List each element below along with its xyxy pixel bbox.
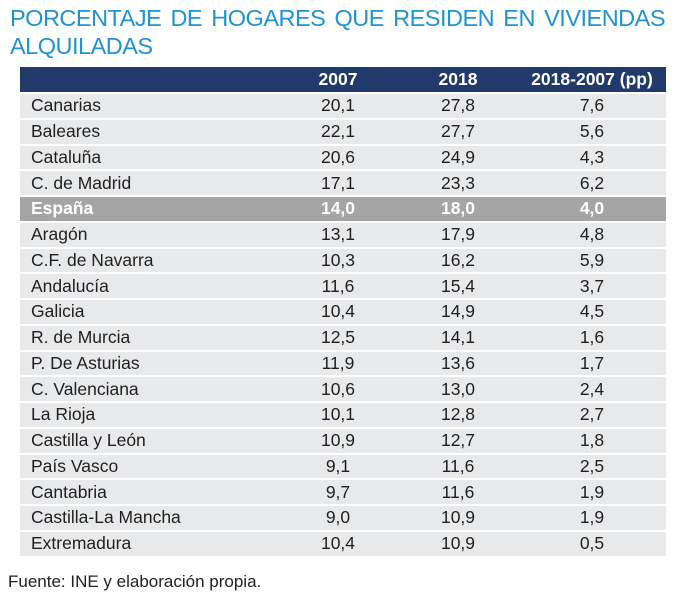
table-row: P. De Asturias 11,9 13,6 1,7 [20, 349, 666, 376]
table-row: Baleares 22,1 27,7 5,6 [20, 117, 666, 144]
cell-2007: 17,1 [320, 172, 356, 193]
cell-region: Castilla y León [31, 430, 146, 451]
table-row: Galicia 10,4 14,9 4,5 [20, 298, 666, 324]
cell-2018: 11,6 [441, 481, 475, 502]
cell-2007: 10,4 [320, 301, 356, 322]
table-row: Cantabria 9,7 11,6 1,9 [20, 478, 666, 504]
table-row: Cataluña 20,6 24,9 4,3 [20, 143, 666, 170]
cell-2007: 9,7 [325, 481, 351, 502]
cell-2007: 9,1 [325, 455, 351, 476]
column-header-2018: 2018 [438, 69, 478, 89]
column-header-region [20, 67, 278, 92]
table-row: Aragón 13,1 17,9 4,8 [20, 220, 666, 247]
cell-region: Canarias [31, 95, 102, 116]
cell-2018: 24,9 [440, 146, 476, 167]
cell-2007: 10,1 [320, 404, 356, 425]
chart-title: PORCENTAJE DE HOGARES QUE RESIDEN EN VIV… [10, 5, 666, 59]
cell-2007: 22,1 [320, 121, 356, 142]
table-row: Andalucía 11,6 15,4 3,7 [20, 272, 666, 298]
cell-2007: 11,9 [321, 352, 355, 373]
cell-2007: 9,0 [325, 507, 351, 528]
cell-2007: 13,1 [320, 224, 356, 245]
table-row: C. de Madrid 17,1 23,3 6,2 [20, 169, 666, 195]
cell-2007: 10,4 [320, 533, 356, 554]
table-row-highlighted: España 14,0 18,0 4,0 [20, 195, 666, 221]
cell-2018: 18,0 [440, 198, 476, 219]
source-note: Fuente: INE y elaboración propia. [8, 572, 262, 591]
cell-region: Cataluña [31, 146, 102, 167]
cell-2018: 14,1 [440, 327, 476, 348]
table-row: País Vasco 9,1 11,6 2,5 [20, 452, 666, 479]
cell-change-pp: 1,7 [579, 352, 605, 373]
cell-2018: 11,6 [441, 455, 475, 476]
cell-change-pp: 5,6 [579, 121, 605, 142]
cell-2018: 10,9 [440, 507, 476, 528]
cell-change-pp: 4,3 [579, 146, 605, 167]
cell-2007: 11,6 [321, 275, 355, 296]
cell-region: C. de Madrid [31, 172, 132, 193]
table-row: Castilla-La Mancha 9,0 10,9 1,9 [20, 504, 666, 530]
cell-change-pp: 1,6 [579, 327, 605, 348]
cell-region: Andalucía [31, 275, 109, 296]
table-row: Extremadura 10,4 10,9 0,5 [20, 529, 666, 556]
cell-2007: 20,6 [320, 146, 356, 167]
cell-2007: 10,9 [320, 430, 356, 451]
cell-change-pp: 4,0 [579, 198, 605, 219]
cell-region: Galicia [31, 301, 85, 322]
cell-2007: 20,1 [320, 95, 356, 116]
cell-change-pp: 0,5 [579, 533, 605, 554]
cell-region: Aragón [31, 224, 88, 245]
table-row: C. Valenciana 10,6 13,0 2,4 [20, 375, 666, 401]
cell-2018: 12,7 [440, 430, 476, 451]
cell-region: País Vasco [31, 455, 119, 476]
cell-2018: 27,7 [440, 121, 476, 142]
table-row: Canarias 20,1 27,8 7,6 [20, 92, 666, 118]
cell-region: R. de Murcia [31, 327, 131, 348]
cell-2018: 23,3 [440, 172, 476, 193]
cell-region: Castilla-La Mancha [31, 507, 181, 528]
table-header-row: 2007 2018 2018-2007 (pp) [20, 67, 666, 92]
table-row: Castilla y León 10,9 12,7 1,8 [20, 426, 666, 453]
cell-region: La Rioja [31, 404, 96, 425]
cell-change-pp: 4,5 [579, 301, 605, 322]
cell-2018: 16,2 [440, 249, 476, 270]
cell-2007: 12,5 [320, 327, 356, 348]
cell-2007: 10,6 [320, 378, 356, 399]
cell-change-pp: 1,9 [579, 481, 605, 502]
cell-change-pp: 1,9 [579, 507, 605, 528]
cell-change-pp: 2,7 [579, 404, 605, 425]
cell-region: P. De Asturias [31, 352, 140, 373]
cell-2018: 17,9 [440, 224, 476, 245]
data-table: 2007 2018 2018-2007 (pp) Canarias 20,1 27,8 7… [20, 67, 666, 556]
cell-region: Extremadura [31, 533, 132, 554]
cell-change-pp: 3,7 [579, 275, 605, 296]
cell-2018: 13,0 [440, 378, 476, 399]
cell-change-pp: 4,8 [579, 224, 605, 245]
cell-2018: 15,4 [440, 275, 476, 296]
cell-region: Cantabria [31, 481, 107, 502]
cell-2007: 14,0 [320, 198, 356, 219]
cell-change-pp: 6,2 [579, 172, 605, 193]
cell-change-pp: 2,4 [579, 378, 605, 399]
column-header-change-pp: 2018-2007 (pp) [531, 69, 653, 89]
cell-2018: 10,9 [440, 533, 476, 554]
cell-region: C. Valenciana [31, 378, 139, 399]
cell-2007: 10,3 [320, 249, 356, 270]
table-row: La Rioja 10,1 12,8 2,7 [20, 401, 666, 427]
cell-change-pp: 1,8 [579, 430, 605, 451]
cell-region: C.F. de Navarra [31, 249, 154, 270]
cell-2018: 12,8 [440, 404, 476, 425]
cell-change-pp: 2,5 [579, 455, 605, 476]
cell-region: España [31, 198, 94, 219]
cell-region: Baleares [31, 121, 101, 142]
cell-change-pp: 5,9 [579, 249, 605, 270]
table-row: C.F. de Navarra 10,3 16,2 5,9 [20, 246, 666, 273]
cell-2018: 27,8 [440, 95, 476, 116]
column-header-2007: 2007 [318, 69, 358, 89]
cell-change-pp: 7,6 [579, 95, 605, 116]
table-row: R. de Murcia 12,5 14,1 1,6 [20, 323, 666, 350]
cell-2018: 14,9 [440, 301, 476, 322]
table-body: Canarias 20,1 27,8 7,6 Baleares 22,1 27,7 5,6 Ca… [20, 92, 666, 556]
cell-2018: 13,6 [440, 352, 476, 373]
